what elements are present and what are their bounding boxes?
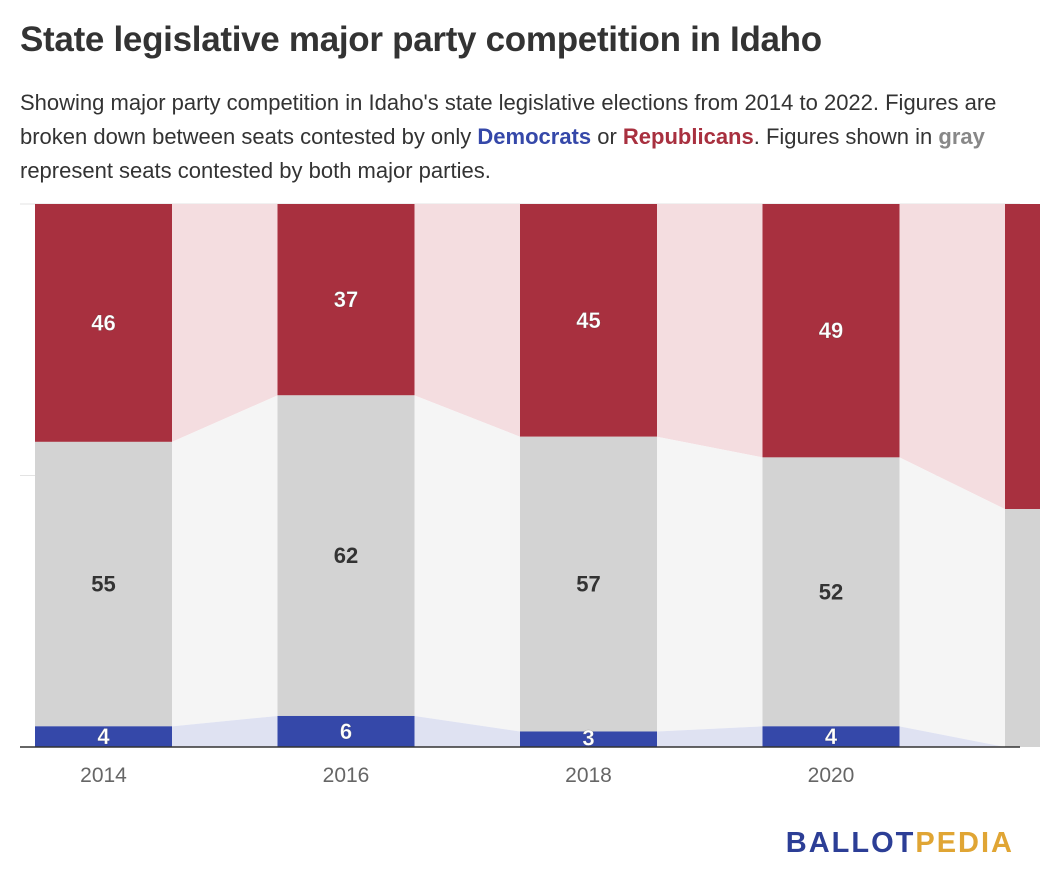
democrat-bar [35, 726, 172, 747]
subtitle-text: or [591, 124, 623, 149]
chart-subtitle: Showing major party competition in Idaho… [20, 86, 1025, 188]
democrat-label: 4 [97, 724, 110, 749]
democrat-bar [277, 715, 415, 747]
republican-band [657, 204, 763, 458]
republican-bar [35, 204, 172, 442]
republican-band [172, 204, 278, 442]
both-band [657, 436, 763, 732]
x-tick-label: 2018 [565, 764, 612, 787]
subtitle-republicans: Republicans [622, 124, 754, 149]
subtitle-text: represent seats contested by both major … [20, 158, 491, 183]
republican-label: 45 [576, 308, 600, 333]
both-label: 57 [576, 572, 600, 597]
both-bar [35, 441, 172, 727]
logo-pedia: PEDIA [915, 827, 1014, 859]
democrat-label: 3 [582, 726, 594, 751]
republican-label: 37 [334, 287, 358, 312]
democrat-band [172, 715, 278, 747]
both-label: 62 [334, 543, 358, 568]
subtitle-gray: gray [938, 124, 985, 149]
chart-title: State legislative major party competitio… [20, 20, 822, 59]
republican-band [414, 204, 520, 437]
x-tick-label: 2020 [808, 764, 855, 787]
democrat-band [899, 726, 1005, 747]
logo-ballot: BALLOT [785, 827, 916, 859]
democrat-band [414, 715, 520, 747]
republican-bar [277, 204, 415, 396]
republican-label: 46 [91, 310, 115, 335]
democrat-band [657, 726, 763, 747]
both-band [172, 395, 278, 727]
both-bar [277, 395, 415, 716]
republican-bar [762, 204, 900, 458]
both-bar [762, 457, 900, 727]
subtitle-text: . Figures shown in [753, 124, 939, 149]
both-bar [1005, 509, 1040, 747]
ballotpedia-logo: BALLOTPEDIA [786, 827, 1014, 860]
x-tick-label: 2014 [80, 764, 127, 787]
republican-bar [1005, 204, 1040, 510]
democrat-label: 4 [825, 724, 838, 749]
democrat-bar [520, 731, 657, 747]
both-label: 52 [819, 579, 843, 604]
both-label: 55 [91, 572, 115, 597]
subtitle-text: Showing major party competition in Idaho… [20, 90, 997, 149]
republican-band [899, 204, 1005, 510]
both-band [899, 457, 1005, 747]
both-band [414, 395, 520, 732]
republican-label: 49 [819, 318, 843, 343]
both-bar [520, 436, 657, 732]
x-tick-label: 2016 [323, 764, 370, 787]
republican-bar [520, 204, 657, 437]
subtitle-democrats: Democrats [477, 124, 592, 149]
democrat-label: 6 [340, 719, 352, 744]
democrat-bar [762, 726, 900, 747]
